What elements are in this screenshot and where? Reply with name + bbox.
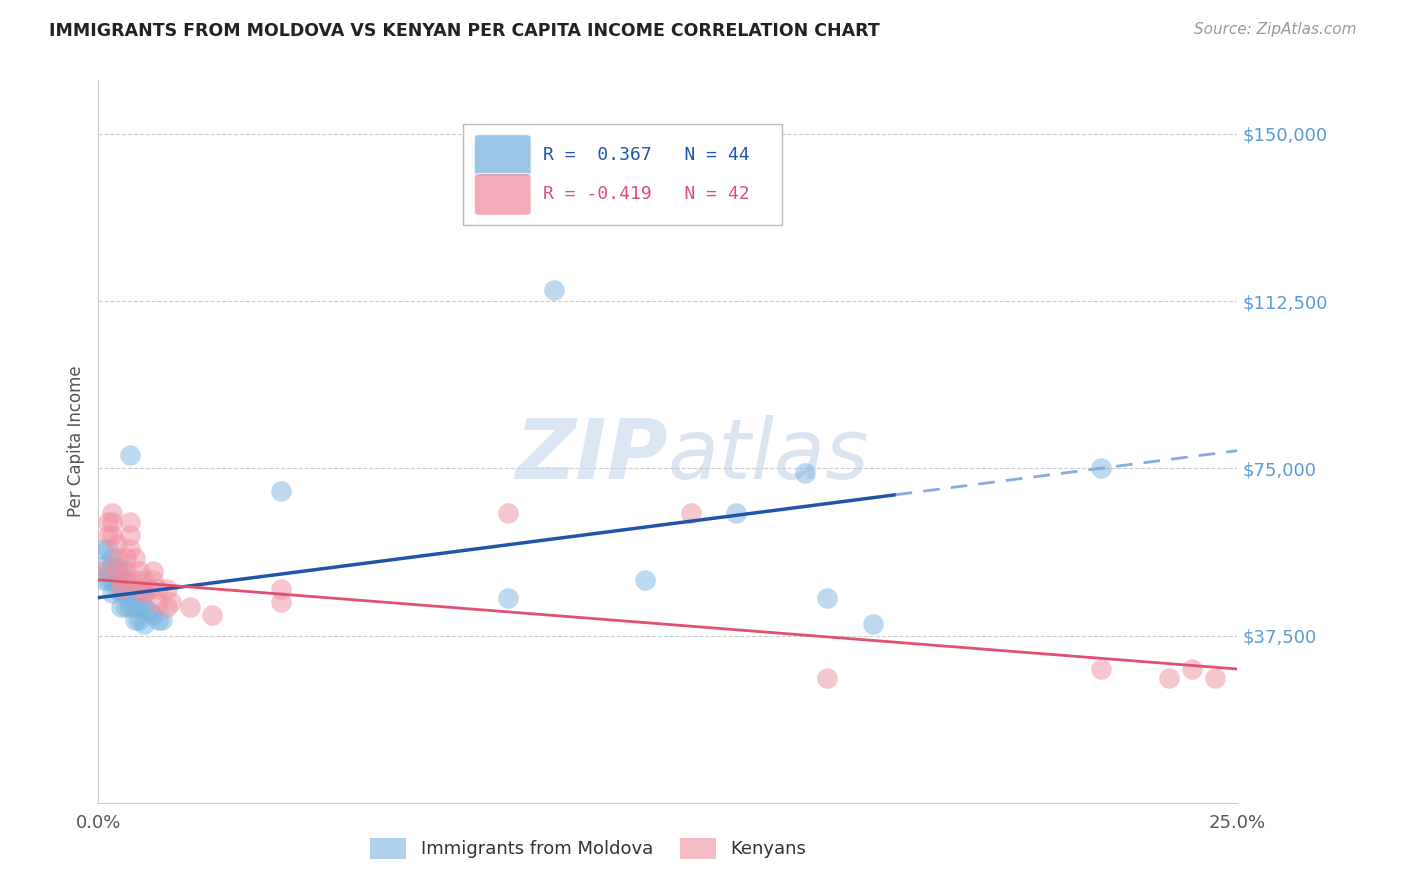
Point xyxy=(120,541,142,556)
Legend: Immigrants from Moldova, Kenyans: Immigrants from Moldova, Kenyans xyxy=(363,830,814,866)
Point xyxy=(124,599,146,614)
Text: R = -0.419   N = 42: R = -0.419 N = 42 xyxy=(543,186,749,203)
Point xyxy=(132,617,155,632)
Text: Source: ZipAtlas.com: Source: ZipAtlas.com xyxy=(1194,22,1357,37)
Point xyxy=(114,573,136,587)
Point xyxy=(201,608,224,623)
FancyBboxPatch shape xyxy=(474,173,531,215)
Point xyxy=(146,613,169,627)
Point xyxy=(120,448,142,462)
Text: ZIP: ZIP xyxy=(515,416,668,497)
Point xyxy=(270,595,292,609)
Point xyxy=(160,595,183,609)
Point xyxy=(146,582,169,596)
Point xyxy=(498,506,520,520)
Point xyxy=(114,550,136,565)
FancyBboxPatch shape xyxy=(474,135,531,177)
Point xyxy=(793,466,815,480)
Point xyxy=(128,613,150,627)
Point xyxy=(679,506,702,520)
Point xyxy=(270,582,292,596)
Point xyxy=(105,582,128,596)
Point xyxy=(725,506,748,520)
Point xyxy=(150,613,173,627)
Point xyxy=(110,582,132,596)
Point xyxy=(105,559,128,574)
Point xyxy=(96,564,118,578)
Point xyxy=(101,528,124,542)
Point xyxy=(862,617,884,632)
Point xyxy=(101,559,124,574)
Point xyxy=(105,537,128,551)
Point xyxy=(634,573,657,587)
Point xyxy=(132,573,155,587)
Point xyxy=(101,586,124,600)
Point xyxy=(179,599,201,614)
Text: IMMIGRANTS FROM MOLDOVA VS KENYAN PER CAPITA INCOME CORRELATION CHART: IMMIGRANTS FROM MOLDOVA VS KENYAN PER CA… xyxy=(49,22,880,40)
Y-axis label: Per Capita Income: Per Capita Income xyxy=(66,366,84,517)
Point xyxy=(120,582,142,596)
Point xyxy=(138,582,160,596)
Point xyxy=(114,599,136,614)
Point xyxy=(105,573,128,587)
Point xyxy=(96,573,118,587)
Point xyxy=(1181,662,1204,676)
Point xyxy=(96,541,118,556)
Point xyxy=(1090,662,1112,676)
Point xyxy=(110,586,132,600)
Point xyxy=(114,586,136,600)
Point xyxy=(124,550,146,565)
Point xyxy=(114,564,136,578)
Point xyxy=(124,573,146,587)
Point xyxy=(120,528,142,542)
Point xyxy=(101,573,124,587)
Point xyxy=(142,608,165,623)
Point xyxy=(114,573,136,587)
Point xyxy=(543,283,565,297)
Text: atlas: atlas xyxy=(668,416,869,497)
Point xyxy=(101,515,124,529)
Point xyxy=(142,564,165,578)
Point xyxy=(91,559,114,574)
Point xyxy=(101,506,124,520)
Point xyxy=(815,591,838,605)
Point xyxy=(91,541,114,556)
Point xyxy=(128,582,150,596)
Point xyxy=(120,599,142,614)
Point xyxy=(138,604,160,618)
Point xyxy=(91,573,114,587)
Point xyxy=(128,599,150,614)
Point xyxy=(1157,671,1180,685)
Point xyxy=(96,515,118,529)
FancyBboxPatch shape xyxy=(463,124,782,225)
Point xyxy=(156,582,179,596)
Point xyxy=(128,564,150,578)
Point xyxy=(132,586,155,600)
Point xyxy=(815,671,838,685)
Point xyxy=(1090,461,1112,475)
Point xyxy=(132,599,155,614)
Point xyxy=(1204,671,1226,685)
Point xyxy=(156,599,179,614)
Point xyxy=(128,586,150,600)
Point xyxy=(270,483,292,498)
Point xyxy=(110,573,132,587)
Point xyxy=(120,515,142,529)
Point xyxy=(110,599,132,614)
Point xyxy=(96,528,118,542)
Point xyxy=(142,573,165,587)
Point xyxy=(498,591,520,605)
Point xyxy=(146,595,169,609)
Point xyxy=(105,564,128,578)
Text: R =  0.367   N = 44: R = 0.367 N = 44 xyxy=(543,146,749,164)
Point xyxy=(132,586,155,600)
Point xyxy=(110,564,132,578)
Point xyxy=(91,564,114,578)
Point xyxy=(110,573,132,587)
Point xyxy=(124,613,146,627)
Point xyxy=(105,550,128,565)
Point xyxy=(101,550,124,565)
